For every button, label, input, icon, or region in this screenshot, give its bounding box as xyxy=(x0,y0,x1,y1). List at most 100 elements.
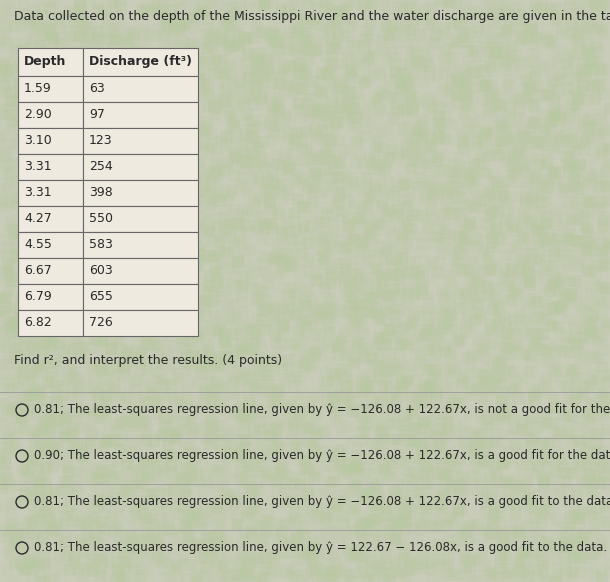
Point xyxy=(276,13,285,23)
Point xyxy=(347,576,357,582)
Point xyxy=(199,546,209,555)
Point xyxy=(250,385,260,394)
Point xyxy=(543,176,553,185)
Point xyxy=(599,457,609,467)
Point xyxy=(530,0,540,7)
Point xyxy=(486,87,496,97)
Point xyxy=(595,446,605,455)
Point xyxy=(400,68,410,77)
Point xyxy=(41,182,51,191)
Point xyxy=(505,108,515,117)
Point xyxy=(486,152,495,161)
Point xyxy=(82,292,92,301)
Point xyxy=(371,159,381,169)
Point xyxy=(165,305,174,314)
Point xyxy=(184,231,194,240)
Point xyxy=(598,222,608,232)
Point xyxy=(351,555,361,565)
Point xyxy=(90,495,99,505)
Point xyxy=(117,279,126,288)
Point xyxy=(210,272,220,281)
Point xyxy=(420,503,430,513)
Point xyxy=(46,345,56,354)
Point xyxy=(272,39,282,48)
Point xyxy=(597,338,607,347)
Point xyxy=(375,270,385,279)
Point xyxy=(131,502,140,512)
Point xyxy=(515,10,525,19)
Point xyxy=(520,550,529,559)
Point xyxy=(115,361,125,371)
Point xyxy=(437,312,447,321)
Point xyxy=(413,49,423,59)
Point xyxy=(235,10,245,20)
Point xyxy=(216,359,226,368)
Point xyxy=(12,66,22,75)
Point xyxy=(124,382,134,392)
Point xyxy=(270,128,279,137)
Point xyxy=(213,478,223,488)
Point xyxy=(11,200,21,210)
Point xyxy=(30,513,40,523)
Point xyxy=(336,91,345,101)
Point xyxy=(362,0,371,7)
Point xyxy=(510,324,520,333)
Point xyxy=(412,133,422,143)
Point xyxy=(348,478,358,488)
Point xyxy=(503,9,512,19)
Point xyxy=(462,484,472,494)
Point xyxy=(64,113,74,122)
Point xyxy=(249,165,259,174)
Point xyxy=(153,348,163,357)
Point xyxy=(114,567,124,576)
Point xyxy=(69,242,79,251)
Point xyxy=(303,17,312,27)
Point xyxy=(408,70,418,80)
Point xyxy=(572,389,581,399)
Point xyxy=(152,7,162,16)
Point xyxy=(193,300,203,310)
Point xyxy=(415,264,425,274)
Point xyxy=(302,350,312,360)
Point xyxy=(224,226,234,236)
Point xyxy=(595,63,605,72)
Point xyxy=(74,387,84,396)
Point xyxy=(225,59,235,69)
Point xyxy=(396,78,406,87)
Point xyxy=(567,48,576,58)
Point xyxy=(479,154,489,164)
Point xyxy=(437,165,447,175)
Point xyxy=(234,350,244,359)
Point xyxy=(76,3,85,13)
Point xyxy=(246,116,256,125)
Point xyxy=(19,38,29,47)
Point xyxy=(0,30,9,39)
Point xyxy=(361,490,370,499)
Point xyxy=(534,389,544,398)
Point xyxy=(590,310,600,320)
Point xyxy=(573,195,583,204)
Point xyxy=(509,329,518,339)
Point xyxy=(194,53,204,62)
Point xyxy=(377,201,387,210)
Point xyxy=(193,196,203,205)
Point xyxy=(507,243,517,253)
Point xyxy=(399,518,409,527)
Point xyxy=(232,26,242,36)
Point xyxy=(45,274,54,283)
Point xyxy=(575,338,585,347)
Point xyxy=(576,138,586,147)
Point xyxy=(339,5,349,15)
Point xyxy=(146,307,156,316)
Point xyxy=(490,501,500,510)
Point xyxy=(553,367,563,376)
Point xyxy=(46,281,56,290)
Point xyxy=(365,52,375,62)
Point xyxy=(410,268,420,277)
Point xyxy=(522,573,532,582)
Point xyxy=(279,154,289,164)
Point xyxy=(526,367,536,377)
Point xyxy=(149,201,159,210)
Point xyxy=(174,374,184,384)
Point xyxy=(270,559,279,568)
